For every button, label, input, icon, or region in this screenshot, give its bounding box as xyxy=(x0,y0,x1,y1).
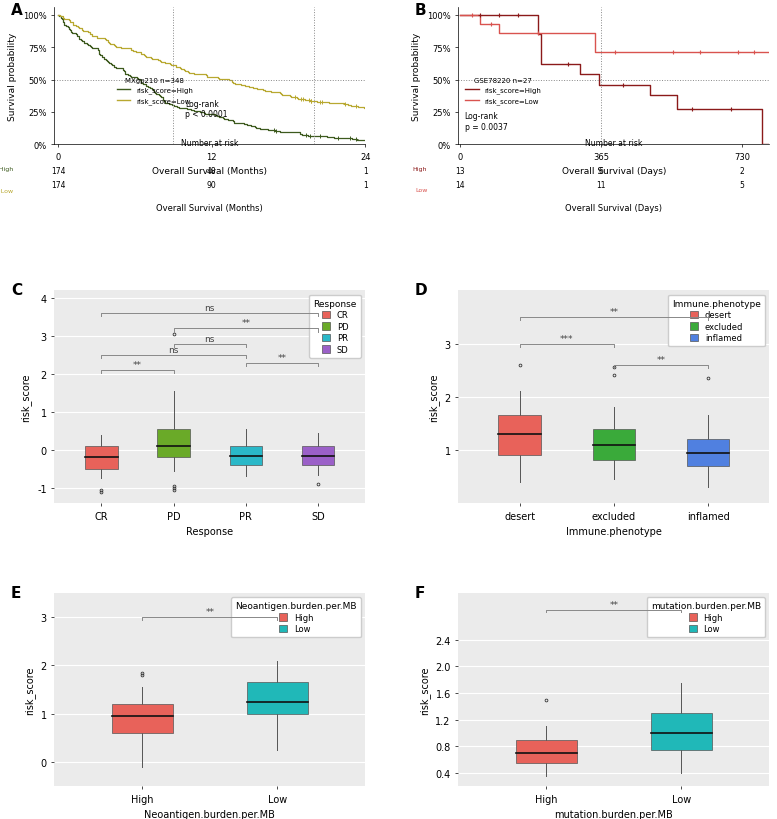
Bar xyxy=(687,440,729,466)
Text: **: ** xyxy=(277,353,287,362)
Bar xyxy=(230,446,262,465)
Text: Number at risk: Number at risk xyxy=(585,139,643,148)
Bar xyxy=(158,429,190,458)
Y-axis label: Survival probability: Survival probability xyxy=(9,33,17,120)
Text: **: ** xyxy=(133,360,142,369)
Legend: risk_score=High, risk_score=Low: risk_score=High, risk_score=Low xyxy=(113,75,196,107)
X-axis label: Overall Survival (Months): Overall Survival (Months) xyxy=(152,167,267,176)
Text: ns: ns xyxy=(169,346,179,355)
Y-axis label: Survival probability: Survival probability xyxy=(413,33,421,120)
Text: **: ** xyxy=(205,608,214,617)
Text: 6: 6 xyxy=(599,167,604,176)
Bar xyxy=(302,446,334,465)
Text: 1: 1 xyxy=(363,167,368,176)
Text: 48: 48 xyxy=(207,167,217,176)
Text: Low: Low xyxy=(415,188,427,193)
Text: Overall Survival (Months): Overall Survival (Months) xyxy=(156,203,263,212)
Text: F: F xyxy=(415,586,425,600)
Legend: High, Low: High, Low xyxy=(232,597,361,638)
Bar xyxy=(593,429,635,461)
Y-axis label: risk_score: risk_score xyxy=(419,666,430,714)
Text: risk_score=Low: risk_score=Low xyxy=(0,188,14,193)
Bar xyxy=(499,416,541,455)
Bar xyxy=(85,446,117,469)
Text: 13: 13 xyxy=(455,167,465,176)
Text: 90: 90 xyxy=(207,181,217,190)
Text: 2: 2 xyxy=(740,167,744,176)
Bar xyxy=(651,713,712,749)
Y-axis label: risk_score: risk_score xyxy=(428,373,439,422)
Text: Log-rank
p < 0.0001: Log-rank p < 0.0001 xyxy=(185,100,228,119)
Y-axis label: risk_score: risk_score xyxy=(24,666,35,714)
Text: 14: 14 xyxy=(455,181,465,190)
X-axis label: mutation.burden.per.MB: mutation.burden.per.MB xyxy=(555,809,673,819)
Text: A: A xyxy=(11,2,23,18)
Text: ***: *** xyxy=(560,334,573,343)
Bar xyxy=(247,682,308,714)
Legend: desert, excluded, inflamed: desert, excluded, inflamed xyxy=(668,295,765,347)
X-axis label: Overall Survival (Days): Overall Survival (Days) xyxy=(562,167,666,176)
Legend: risk_score=High, risk_score=Low: risk_score=High, risk_score=Low xyxy=(462,75,544,107)
Text: 174: 174 xyxy=(51,181,65,190)
X-axis label: Immune.phenotype: Immune.phenotype xyxy=(566,527,662,536)
Text: E: E xyxy=(11,586,21,600)
Text: 174: 174 xyxy=(51,167,65,176)
Text: 5: 5 xyxy=(740,181,744,190)
Legend: High, Low: High, Low xyxy=(646,597,765,638)
Text: Log-rank
p = 0.0037: Log-rank p = 0.0037 xyxy=(465,112,507,131)
Text: 11: 11 xyxy=(597,181,606,190)
Text: **: ** xyxy=(609,600,618,609)
Text: **: ** xyxy=(242,319,250,328)
Text: risk_score=High: risk_score=High xyxy=(0,166,14,172)
Bar xyxy=(112,704,172,733)
Legend: CR, PD, PR, SD: CR, PD, PR, SD xyxy=(309,295,361,359)
Text: High: High xyxy=(413,167,427,172)
X-axis label: Neoantigen.burden.per.MB: Neoantigen.burden.per.MB xyxy=(145,809,275,819)
Text: 1: 1 xyxy=(363,181,368,190)
Text: **: ** xyxy=(657,355,665,364)
Text: ns: ns xyxy=(204,334,215,343)
Text: Overall Survival (Days): Overall Survival (Days) xyxy=(566,203,662,212)
Y-axis label: risk_score: risk_score xyxy=(21,373,32,422)
Text: C: C xyxy=(11,283,22,297)
Text: D: D xyxy=(415,283,427,297)
X-axis label: Response: Response xyxy=(186,527,233,536)
Text: ns: ns xyxy=(204,304,215,313)
Bar xyxy=(516,740,577,763)
Text: B: B xyxy=(415,2,427,18)
Text: Number at risk: Number at risk xyxy=(181,139,239,148)
Text: **: ** xyxy=(609,308,618,317)
